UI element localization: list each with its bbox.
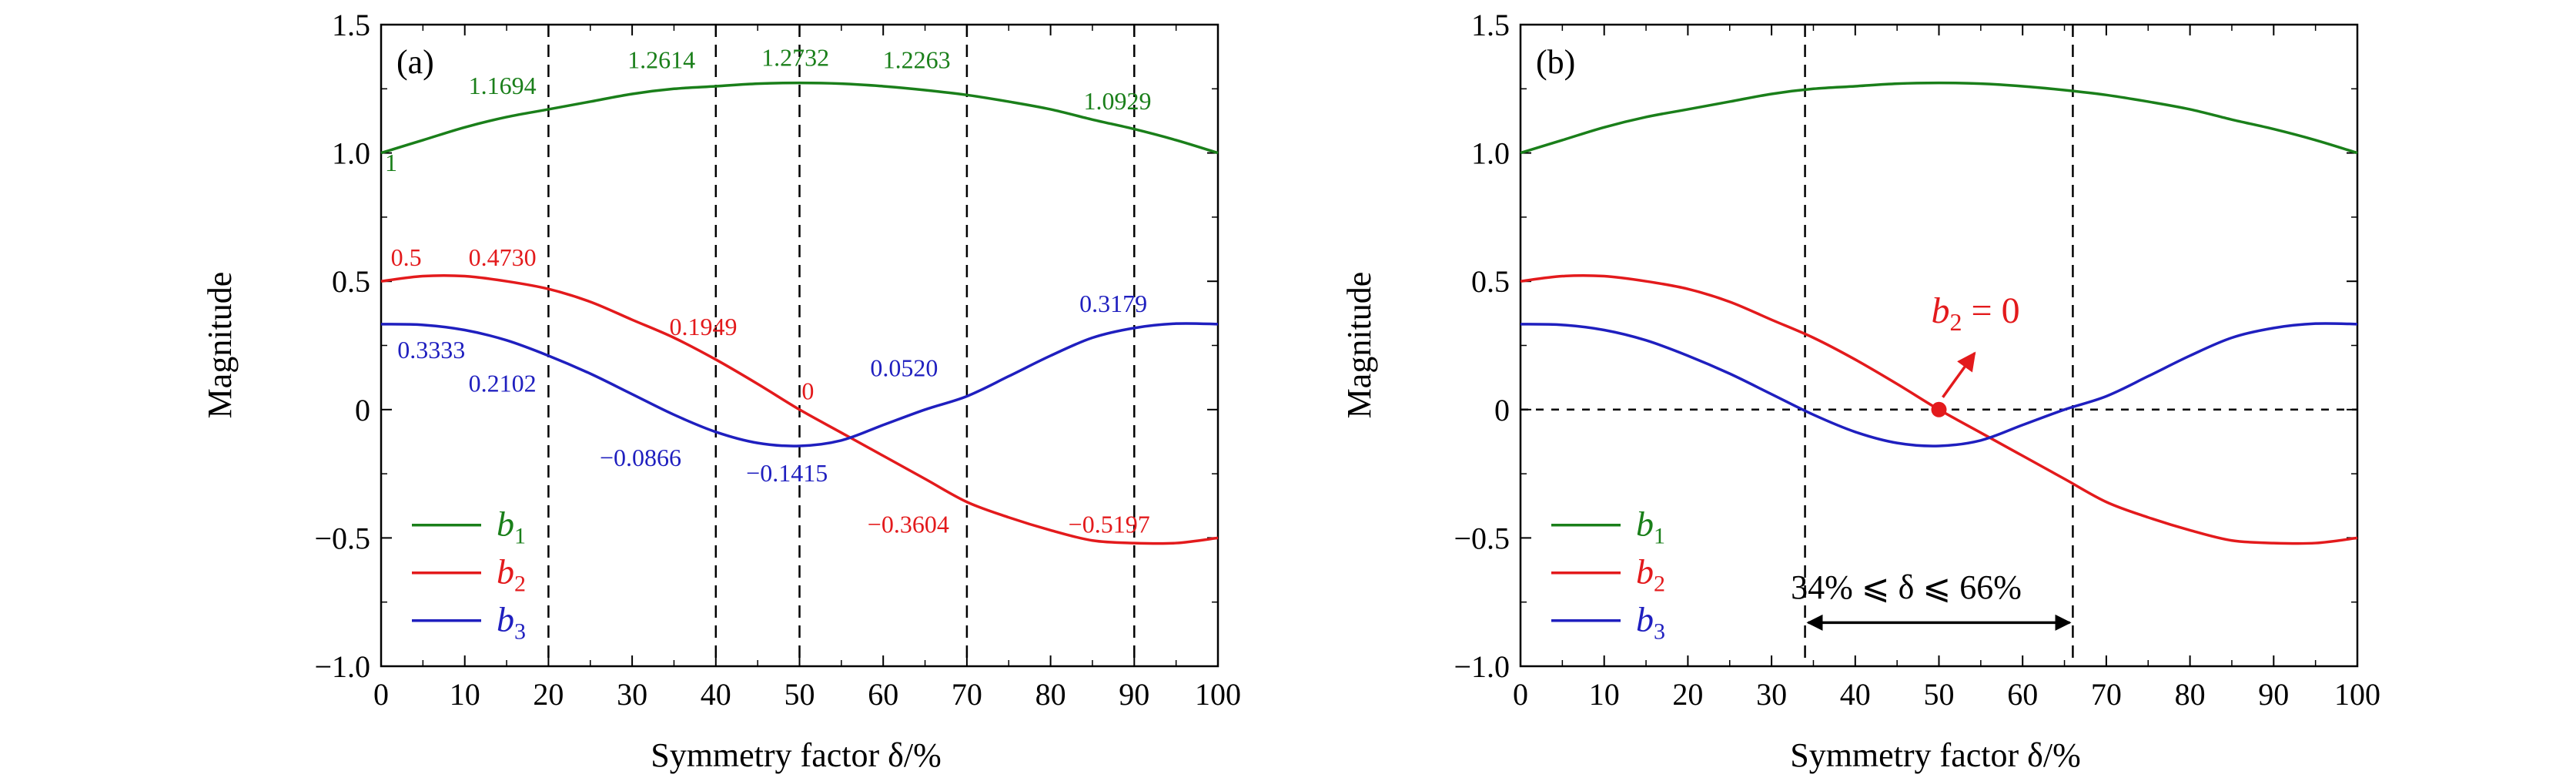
x-tick-label: 60 bbox=[2007, 677, 2038, 712]
data-label: 1.2732 bbox=[761, 43, 829, 71]
x-tick-label: 70 bbox=[2091, 677, 2122, 712]
data-label: 0 bbox=[801, 377, 814, 404]
data-label: 0.5 bbox=[391, 243, 422, 271]
panel-a-label: (a) bbox=[396, 43, 434, 81]
x-tick-label: 50 bbox=[785, 677, 815, 712]
legend-entry-b3: b3 bbox=[497, 600, 526, 645]
x-tick-label: 40 bbox=[1840, 677, 1871, 712]
y-tick-label: −0.5 bbox=[314, 521, 370, 555]
y-tick-label: −0.5 bbox=[1454, 521, 1510, 555]
legend-entry-b2: b2 bbox=[1636, 552, 1665, 597]
series-line-b1 bbox=[1520, 81, 2358, 155]
x-tick-label: 100 bbox=[1195, 677, 1241, 712]
panel-b-ylabel: Magnitude bbox=[1340, 272, 1378, 419]
data-label: 1.2614 bbox=[627, 46, 695, 74]
data-label: −0.3604 bbox=[868, 511, 949, 538]
y-tick-label: 0 bbox=[355, 393, 370, 427]
x-tick-label: 50 bbox=[1924, 677, 1955, 712]
range-label: 34% ⩽ δ ⩽ 66% bbox=[1791, 568, 2022, 606]
y-tick-label: 1.0 bbox=[1471, 136, 1510, 171]
callout-label: b2 = 0 bbox=[1932, 290, 2020, 336]
series-line-b2 bbox=[380, 273, 1219, 545]
panel-b-axes: 0 10 20 30 40 50 60 70 80 90 100 1.5 1.0 0.5 0 −0.5 −1.0 bbox=[1454, 8, 2380, 712]
x-tick-label: 40 bbox=[701, 677, 731, 712]
y-tick-label: 0.5 bbox=[1471, 264, 1510, 299]
panel-b: 0 10 20 30 40 50 60 70 80 90 100 1.5 1.0 0.5 0 −0.5 −1.0… bbox=[1340, 8, 2380, 774]
data-label: 0.3333 bbox=[397, 336, 465, 364]
panel-a-annotations: 1.1694 1.2614 1.2732 1.2263 1.0929 1 0.5 0.4730… bbox=[385, 43, 1152, 538]
x-tick-label: 0 bbox=[373, 677, 389, 712]
x-tick-label: 30 bbox=[1756, 677, 1787, 712]
panel-a-ylabel: Magnitude bbox=[201, 272, 239, 419]
panel-a-reference-lines bbox=[547, 25, 1136, 666]
x-tick-label: 90 bbox=[1119, 677, 1149, 712]
x-tick-label: 20 bbox=[1672, 677, 1703, 712]
data-label: 0.4730 bbox=[469, 243, 537, 271]
y-tick-label: −1.0 bbox=[1454, 649, 1510, 684]
data-label: 0.2102 bbox=[469, 369, 537, 397]
legend-entry-b2: b2 bbox=[497, 552, 526, 597]
data-label: 1.2263 bbox=[883, 46, 951, 74]
x-tick-label: 80 bbox=[1035, 677, 1066, 712]
legend-entry-b1: b1 bbox=[1636, 504, 1665, 549]
series-line-b1 bbox=[380, 81, 1219, 155]
panel-a: 0 10 20 30 40 50 60 70 80 90 1001.51.00.50−0.5−1.0… bbox=[201, 8, 1241, 774]
x-tick-label: 0 bbox=[1513, 677, 1528, 712]
x-tick-label: 90 bbox=[2258, 677, 2289, 712]
y-tick-label: 1.0 bbox=[332, 136, 370, 171]
x-tick-label: 70 bbox=[952, 677, 982, 712]
y-tick-label: −1.0 bbox=[314, 649, 370, 684]
data-label: −0.0866 bbox=[600, 444, 681, 471]
panel-b-xlabel: Symmetry factor δ/% bbox=[1790, 736, 2081, 774]
x-tick-label: 10 bbox=[1589, 677, 1620, 712]
y-tick-label: 1.5 bbox=[332, 8, 370, 42]
data-label: 0.0520 bbox=[870, 354, 938, 381]
x-tick-label: 80 bbox=[2175, 677, 2206, 712]
legend-entry-b1: b1 bbox=[497, 504, 526, 549]
panel-a-xlabel: Symmetry factor δ/% bbox=[651, 736, 942, 774]
y-tick-label: 0.5 bbox=[332, 264, 370, 299]
data-label: 1 bbox=[385, 149, 397, 176]
legend-entry-b3: b3 bbox=[1636, 600, 1665, 645]
x-tick-label: 60 bbox=[868, 677, 898, 712]
x-tick-label: 30 bbox=[617, 677, 647, 712]
callout-arrow bbox=[1942, 351, 1976, 398]
data-label: 0.1949 bbox=[669, 313, 737, 340]
y-tick-label: 0 bbox=[1494, 393, 1510, 427]
x-tick-label: 10 bbox=[450, 677, 480, 712]
series-line-b3 bbox=[1520, 322, 2358, 447]
y-tick-label: 1.5 bbox=[1471, 8, 1510, 42]
x-tick-label: 20 bbox=[533, 677, 564, 712]
data-label: 1.0929 bbox=[1084, 87, 1152, 115]
series-line-b3 bbox=[380, 322, 1219, 447]
x-tick-label: 100 bbox=[2334, 677, 2380, 712]
zero-crossing-marker bbox=[1931, 401, 1947, 417]
data-label: 1.1694 bbox=[469, 72, 537, 99]
panel-b-label: (b) bbox=[1536, 43, 1575, 81]
data-label: −0.1415 bbox=[746, 459, 828, 487]
panel-b-markers: b2 = 0 bbox=[1806, 290, 2072, 631]
data-label: −0.5197 bbox=[1069, 511, 1150, 538]
panel-a-series bbox=[380, 81, 1219, 545]
data-label: 0.3179 bbox=[1079, 290, 1147, 317]
